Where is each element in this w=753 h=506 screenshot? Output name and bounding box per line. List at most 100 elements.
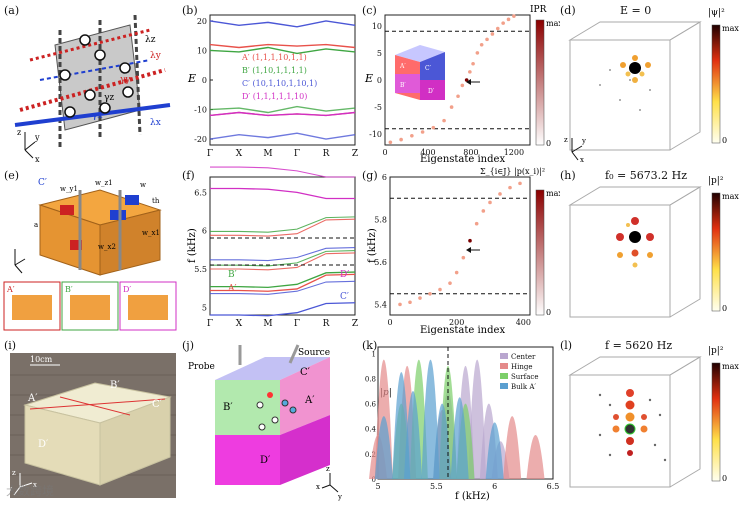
svg-text:C′: C′ <box>152 399 163 410</box>
tick-label: 400 <box>516 318 531 327</box>
svg-text:|p|²: |p|² <box>708 176 724 186</box>
panel-label-b: (b) <box>182 4 198 17</box>
svg-text:0: 0 <box>722 136 727 145</box>
tick-label: 6 <box>382 173 387 182</box>
spectrum-peak <box>404 391 422 479</box>
tick-label: Z <box>352 319 358 329</box>
tick-label: Γ <box>207 149 213 159</box>
amplitude-dots <box>612 389 648 456</box>
panel-label-d: (d) <box>560 4 576 17</box>
svg-text:Source: Source <box>298 348 330 358</box>
eigen-point <box>454 270 459 275</box>
panel-d-title: E = 0 <box>620 4 652 17</box>
band-line-upper <box>210 218 356 237</box>
tick-label: 5.5 <box>430 482 443 491</box>
band-chart-f: f (kHz) 6.565.55Γ X M Γ R Z B′ A′ D′ C′ <box>187 132 358 329</box>
band-line <box>210 187 355 200</box>
panel-f: (f) f (kHz) 6.5 6 5.5 5 Γ X M Γ R Z B′ A′ D′ C′ <box>180 132 360 335</box>
svg-text:x: x <box>316 483 320 491</box>
spectrum-peak <box>503 416 522 479</box>
tick-label: 6 <box>492 482 497 491</box>
legend-swatch <box>500 383 508 389</box>
spectrum-peak <box>450 397 469 479</box>
svg-text:λy: λy <box>150 51 162 61</box>
panel-g: (g) f (kHz) Eigenstate index 6 5.8 5.6 5.4 0… <box>360 165 563 336</box>
eigen-point <box>495 26 500 31</box>
axes-triad <box>571 138 583 161</box>
lattice-diagram: λz λy λx γz γy γx z y x <box>14 14 171 164</box>
panel-d: (d) E = 0 z y x |ψ|² max 0 <box>560 0 753 165</box>
tick-label: M <box>263 149 272 159</box>
svg-text:D′: D′ <box>340 270 349 280</box>
ylabel: f (kHz) <box>367 228 378 263</box>
eigen-point <box>408 300 412 305</box>
spectrum-peak <box>433 403 452 479</box>
tick-label: 5.6 <box>374 258 387 267</box>
band-line <box>210 271 356 289</box>
eigen-point <box>501 21 505 25</box>
eigen-point <box>418 296 422 300</box>
eigen-point <box>449 105 454 109</box>
svg-text:0: 0 <box>546 308 551 317</box>
eigen-point <box>399 137 403 142</box>
svg-text:|ψ|²: |ψ|² <box>708 8 725 18</box>
svg-text:A′: A′ <box>399 63 406 70</box>
tick-label: 0.4 <box>365 426 377 434</box>
svg-text:max: max <box>722 24 739 33</box>
svg-text:B′: B′ <box>65 285 73 294</box>
sub-cells: A′ B′ D′ <box>3 281 177 331</box>
tick-label: 20 <box>197 17 207 26</box>
band-line <box>209 111 356 117</box>
eigen-point <box>481 209 486 213</box>
svg-text:10cm: 10cm <box>30 355 53 364</box>
band-line-upper <box>210 252 356 271</box>
legend-swatch <box>500 373 508 379</box>
legend-entry: B′ (1,10,1,1,1,1) <box>242 66 307 75</box>
eigen-point <box>488 200 492 205</box>
legend-entry: Center <box>511 353 536 361</box>
eigen-point <box>512 14 516 18</box>
eigen-point <box>461 255 466 260</box>
legend-entry: Surface <box>511 373 538 381</box>
tick-label: Z <box>352 149 358 159</box>
panel-label-i: (i) <box>4 339 17 352</box>
tick-label: 200 <box>449 318 464 327</box>
panel-l: (l) f = 5620 Hz |p|² max 0 <box>560 335 753 502</box>
eigen-point <box>508 185 512 190</box>
tick-label: 0.8 <box>365 375 376 383</box>
legend-swatch <box>500 353 508 359</box>
panel-b: (b) E 20 10 0 -10 -20 Γ X M Γ R Z A′ (1,1,1,10,1,1… <box>180 0 360 165</box>
eigen-point <box>431 125 436 130</box>
svg-text:γz: γz <box>104 93 114 103</box>
tick-label: 800 <box>463 148 478 157</box>
spectrum-peak <box>374 416 393 479</box>
svg-text:B′: B′ <box>400 82 406 89</box>
sensor-points <box>256 392 297 431</box>
tick-label: 6.5 <box>547 482 560 491</box>
eigen-point <box>498 192 502 196</box>
axes-triad <box>14 249 26 274</box>
svg-text:w_y1: w_y1 <box>60 185 78 193</box>
xlabel: Eigenstate index <box>420 154 505 165</box>
tick-label: Γ <box>207 319 213 329</box>
svg-text:0: 0 <box>722 304 727 313</box>
svg-text:0: 0 <box>546 139 551 148</box>
blue-bond <box>14 103 171 127</box>
svg-text:D′: D′ <box>38 439 49 450</box>
tick-label: 0.6 <box>365 401 377 409</box>
band-line-mirror <box>209 105 356 114</box>
svg-text:y: y <box>34 133 40 142</box>
legend-entry: Hinge <box>511 363 532 371</box>
band-line-upper <box>210 280 356 295</box>
tick-label: 0 <box>387 318 392 327</box>
svg-text:λx: λx <box>150 118 161 128</box>
eigen-point <box>428 291 432 296</box>
svg-text:a: a <box>34 221 38 229</box>
band-line <box>209 46 356 55</box>
panel-label-f: (f) <box>182 169 195 182</box>
eigen-point <box>506 17 511 22</box>
svg-text:γx: γx <box>92 111 102 121</box>
svg-text:max: max <box>722 192 739 201</box>
